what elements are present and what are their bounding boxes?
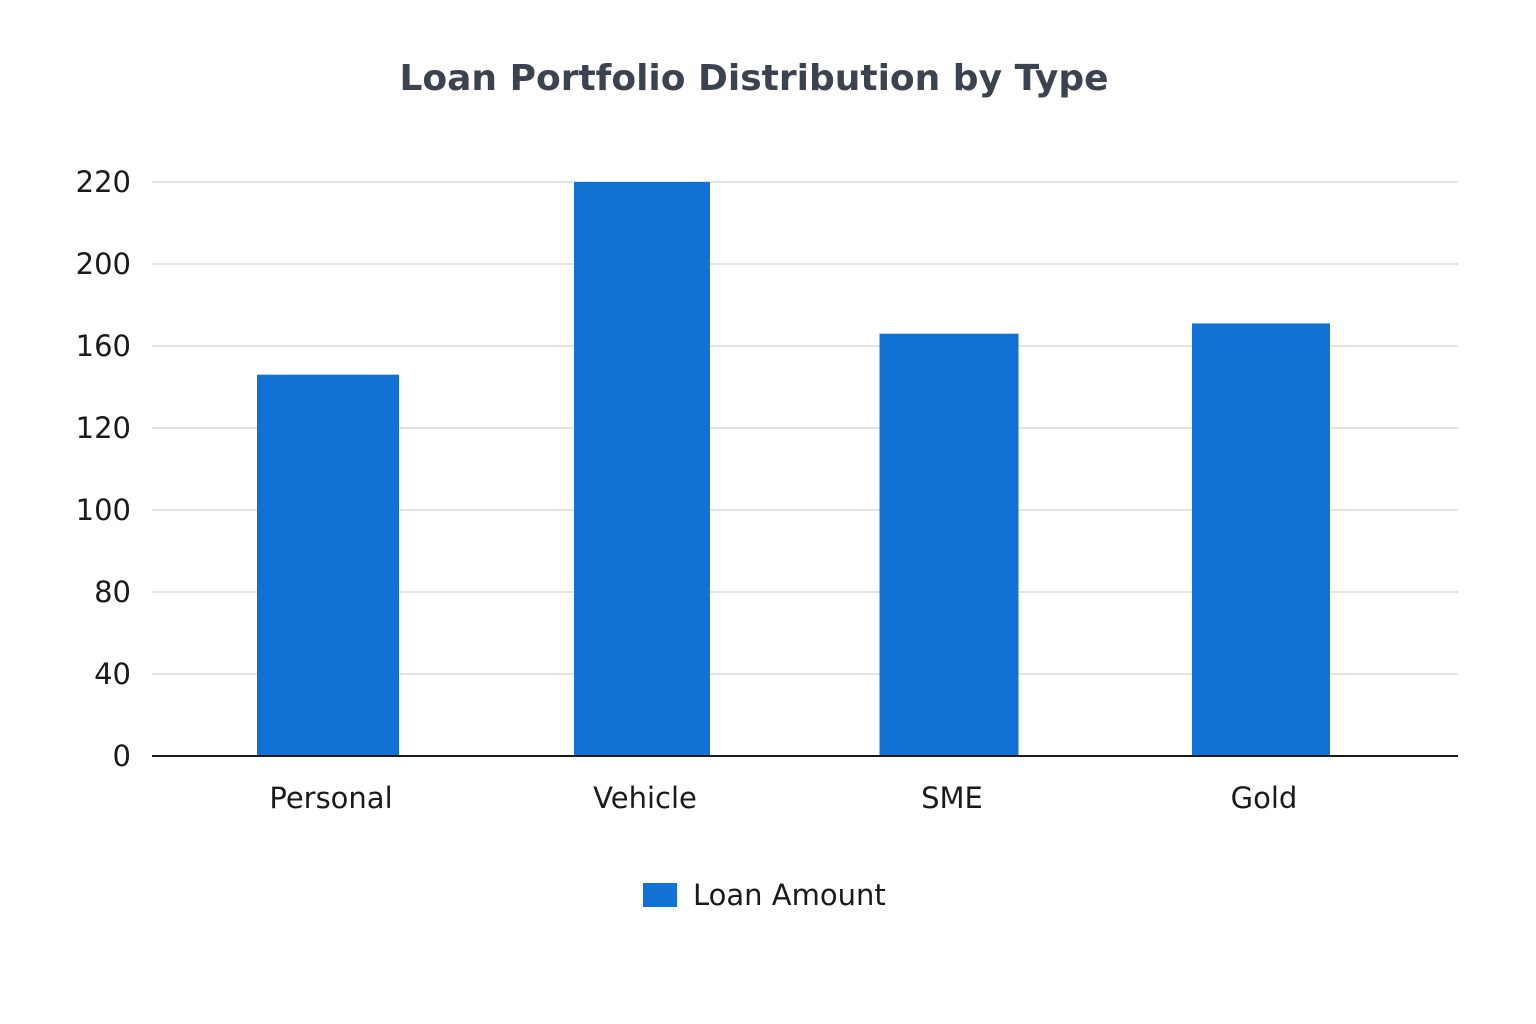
x-category-label: Gold — [1231, 781, 1298, 815]
bar-personal — [257, 374, 399, 756]
y-tick-label: 160 — [76, 329, 131, 363]
y-tick-label: 200 — [76, 247, 131, 281]
y-tick-label: 100 — [76, 493, 131, 527]
chart-title: Loan Portfolio Distribution by Type — [399, 58, 1109, 99]
y-tick-label: 0 — [113, 739, 131, 773]
bar-gold — [1192, 323, 1330, 756]
x-category-label: Personal — [269, 781, 392, 815]
y-tick-label: 220 — [76, 165, 131, 199]
y-tick-label: 80 — [94, 575, 131, 609]
y-tick-label: 40 — [94, 657, 131, 691]
bars — [257, 182, 1330, 756]
x-category-label: SME — [921, 781, 983, 815]
bar-sme — [879, 333, 1019, 756]
labels: 0 40 80 100 120 160 200 220 Personal Vehicle SME Go… — [76, 165, 1298, 815]
y-tick-label: 120 — [76, 411, 131, 445]
legend: Loan Amount — [643, 878, 886, 912]
bar-vehicle — [574, 182, 710, 756]
x-category-label: Vehicle — [593, 781, 697, 815]
legend-label: Loan Amount — [693, 878, 886, 912]
legend-swatch — [643, 883, 677, 907]
